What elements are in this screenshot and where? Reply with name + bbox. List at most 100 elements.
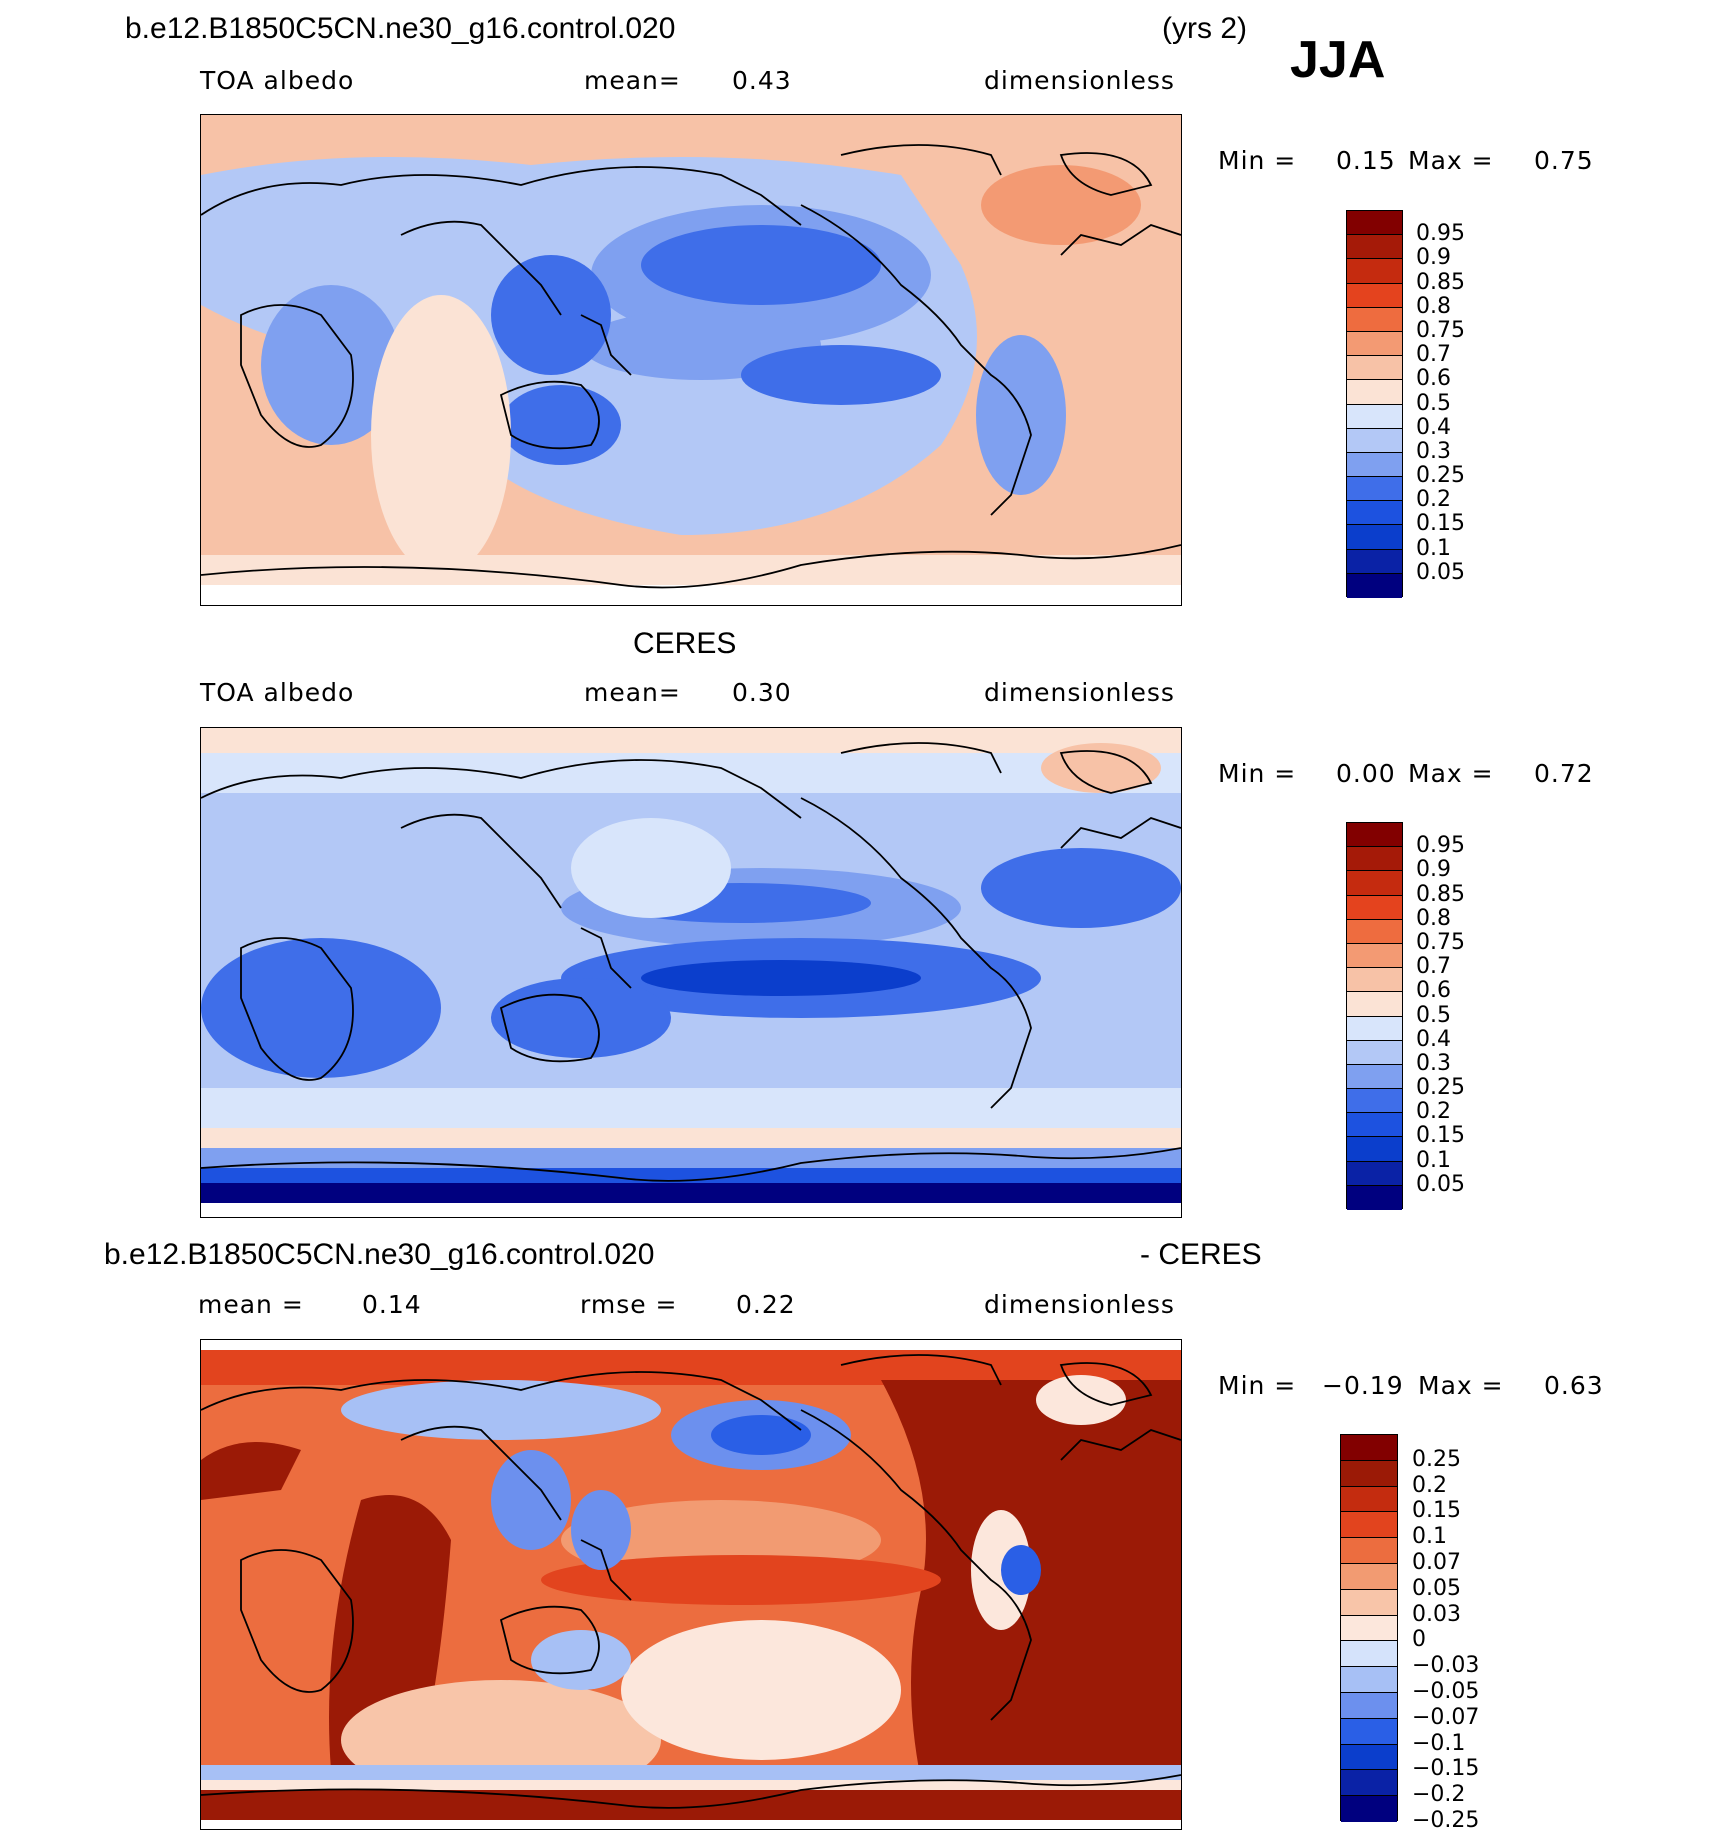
colorbar-segment — [1341, 1460, 1397, 1487]
colorbar-tick-label: 0.6 — [1416, 366, 1451, 392]
panel-1-years: (yrs 2) — [1162, 12, 1247, 45]
panel-3-min-label: Min = — [1218, 1371, 1297, 1400]
colorbar-tick-label: 0.25 — [1416, 463, 1465, 489]
colorbar-segment — [1347, 1040, 1402, 1065]
colorbar-tick-label: 0.9 — [1416, 857, 1451, 883]
colorbar-segment — [1347, 477, 1402, 502]
panel-3-units: dimensionless — [984, 1290, 1175, 1319]
colorbar-tick-label: 0.15 — [1416, 1123, 1465, 1149]
colorbar-tick-label: 0.8 — [1416, 905, 1451, 931]
panel-2-colorbar — [1346, 822, 1403, 1210]
colorbar-tick-label: 0.85 — [1416, 881, 1465, 907]
colorbar-segment — [1347, 1161, 1402, 1186]
panel-1-max-value: 0.75 — [1534, 146, 1594, 175]
colorbar-tick-label: 0.3 — [1416, 438, 1451, 464]
panel-1-title: b.e12.B1850C5CN.ne30_g16.control.020 — [125, 12, 676, 45]
colorbar-segment — [1347, 380, 1402, 405]
colorbar-segment — [1341, 1563, 1397, 1590]
colorbar-segment — [1347, 235, 1402, 260]
colorbar-segment — [1341, 1435, 1397, 1461]
colorbar-tick-label: 0.3 — [1416, 1050, 1451, 1076]
colorbar-tick-label: 0.4 — [1416, 1026, 1451, 1052]
panel-1-max-label: Max = — [1408, 146, 1494, 175]
colorbar-segment — [1347, 573, 1402, 598]
panel-3-rmse-value: 0.22 — [736, 1290, 796, 1319]
colorbar-tick-label: 0.4 — [1416, 414, 1451, 440]
colorbar-segment — [1341, 1744, 1397, 1771]
colorbar-segment — [1347, 307, 1402, 332]
colorbar-segment — [1347, 871, 1402, 896]
colorbar-tick-label: 0.6 — [1416, 978, 1451, 1004]
colorbar-segment — [1347, 549, 1402, 574]
colorbar-segment — [1347, 452, 1402, 478]
colorbar-segment — [1341, 1486, 1397, 1513]
colorbar-segment — [1347, 943, 1402, 969]
colorbar-segment — [1347, 283, 1402, 308]
panel-2-min-value: 0.00 — [1336, 759, 1396, 788]
panel-3-title-suffix: - CERES — [1140, 1238, 1262, 1271]
panel-3-rmse-label: rmse = — [580, 1290, 678, 1319]
colorbar-tick-label: −0.03 — [1412, 1653, 1480, 1679]
colorbar-tick-label: 0.03 — [1412, 1601, 1461, 1627]
panel-2-title: CERES — [633, 627, 737, 660]
colorbar-segment — [1341, 1538, 1397, 1564]
colorbar-segment — [1347, 992, 1402, 1017]
colorbar-tick-label: 0.7 — [1416, 342, 1451, 368]
panel-2-mean-value: 0.30 — [732, 678, 792, 707]
colorbar-segment — [1341, 1512, 1397, 1539]
colorbar-segment — [1347, 501, 1402, 526]
colorbar-tick-label: 0.8 — [1416, 293, 1451, 319]
panel-3-mean-value: 0.14 — [362, 1290, 422, 1319]
panel-1-mean-value: 0.43 — [732, 66, 792, 95]
panel-1-units: dimensionless — [984, 66, 1175, 95]
season-label: JJA — [1290, 31, 1386, 89]
panel-3-max-value: 0.63 — [1544, 1371, 1604, 1400]
colorbar-tick-label: 0.75 — [1416, 317, 1465, 343]
colorbar-tick-label: −0.07 — [1412, 1704, 1480, 1730]
panel-2-max-value: 0.72 — [1534, 759, 1594, 788]
colorbar-segment — [1341, 1796, 1397, 1822]
colorbar-tick-label: 0.1 — [1416, 535, 1451, 561]
panel-1-variable: TOA albedo — [200, 66, 355, 95]
colorbar-tick-label: 0.15 — [1412, 1498, 1461, 1524]
panel-2-mean-label: mean= — [584, 678, 681, 707]
colorbar-tick-label: 0.2 — [1416, 487, 1451, 513]
colorbar-tick-label: −0.05 — [1412, 1679, 1480, 1704]
panel-1-mean-label: mean= — [584, 66, 681, 95]
colorbar-segment — [1347, 919, 1402, 944]
colorbar-segment — [1341, 1615, 1397, 1642]
colorbar-tick-label: 0 — [1412, 1627, 1426, 1653]
colorbar-segment — [1347, 1089, 1402, 1114]
colorbar-segment — [1347, 1064, 1402, 1090]
colorbar-segment — [1347, 1185, 1402, 1210]
colorbar-tick-label: 0.07 — [1412, 1550, 1461, 1575]
colorbar-tick-label: 0.9 — [1416, 245, 1451, 271]
panel-3-map — [200, 1339, 1182, 1830]
colorbar-tick-label: 0.1 — [1416, 1147, 1451, 1173]
colorbar-tick-label: 0.1 — [1412, 1524, 1447, 1550]
colorbar-tick-label: 0.25 — [1416, 1075, 1465, 1101]
colorbar-segment — [1341, 1718, 1397, 1745]
colorbar-segment — [1341, 1641, 1397, 1668]
colorbar-segment — [1347, 823, 1402, 848]
panel-3-max-label: Max = — [1418, 1371, 1504, 1400]
panel-2-map — [200, 727, 1182, 1218]
colorbar-tick-label: 0.2 — [1412, 1472, 1447, 1498]
colorbar-tick-label: 0.7 — [1416, 954, 1451, 980]
colorbar-tick-label: −0.2 — [1412, 1782, 1466, 1808]
panel-2-variable: TOA albedo — [200, 678, 355, 707]
panel-3-title: b.e12.B1850C5CN.ne30_g16.control.020 — [104, 1238, 655, 1271]
panel-2-units: dimensionless — [984, 678, 1175, 707]
colorbar-tick-label: 0.15 — [1416, 511, 1465, 537]
colorbar-segment — [1341, 1667, 1397, 1693]
colorbar-segment — [1341, 1692, 1397, 1719]
colorbar-segment — [1347, 404, 1402, 429]
colorbar-tick-label: 0.85 — [1416, 269, 1465, 295]
colorbar-tick-label: 0.25 — [1412, 1446, 1461, 1472]
colorbar-segment — [1347, 211, 1402, 236]
panel-1-colorbar — [1346, 210, 1403, 598]
colorbar-tick-label: 0.2 — [1416, 1099, 1451, 1125]
colorbar-tick-label: −0.15 — [1412, 1756, 1480, 1782]
colorbar-segment — [1347, 331, 1402, 357]
colorbar-tick-label: 0.05 — [1416, 1171, 1465, 1197]
